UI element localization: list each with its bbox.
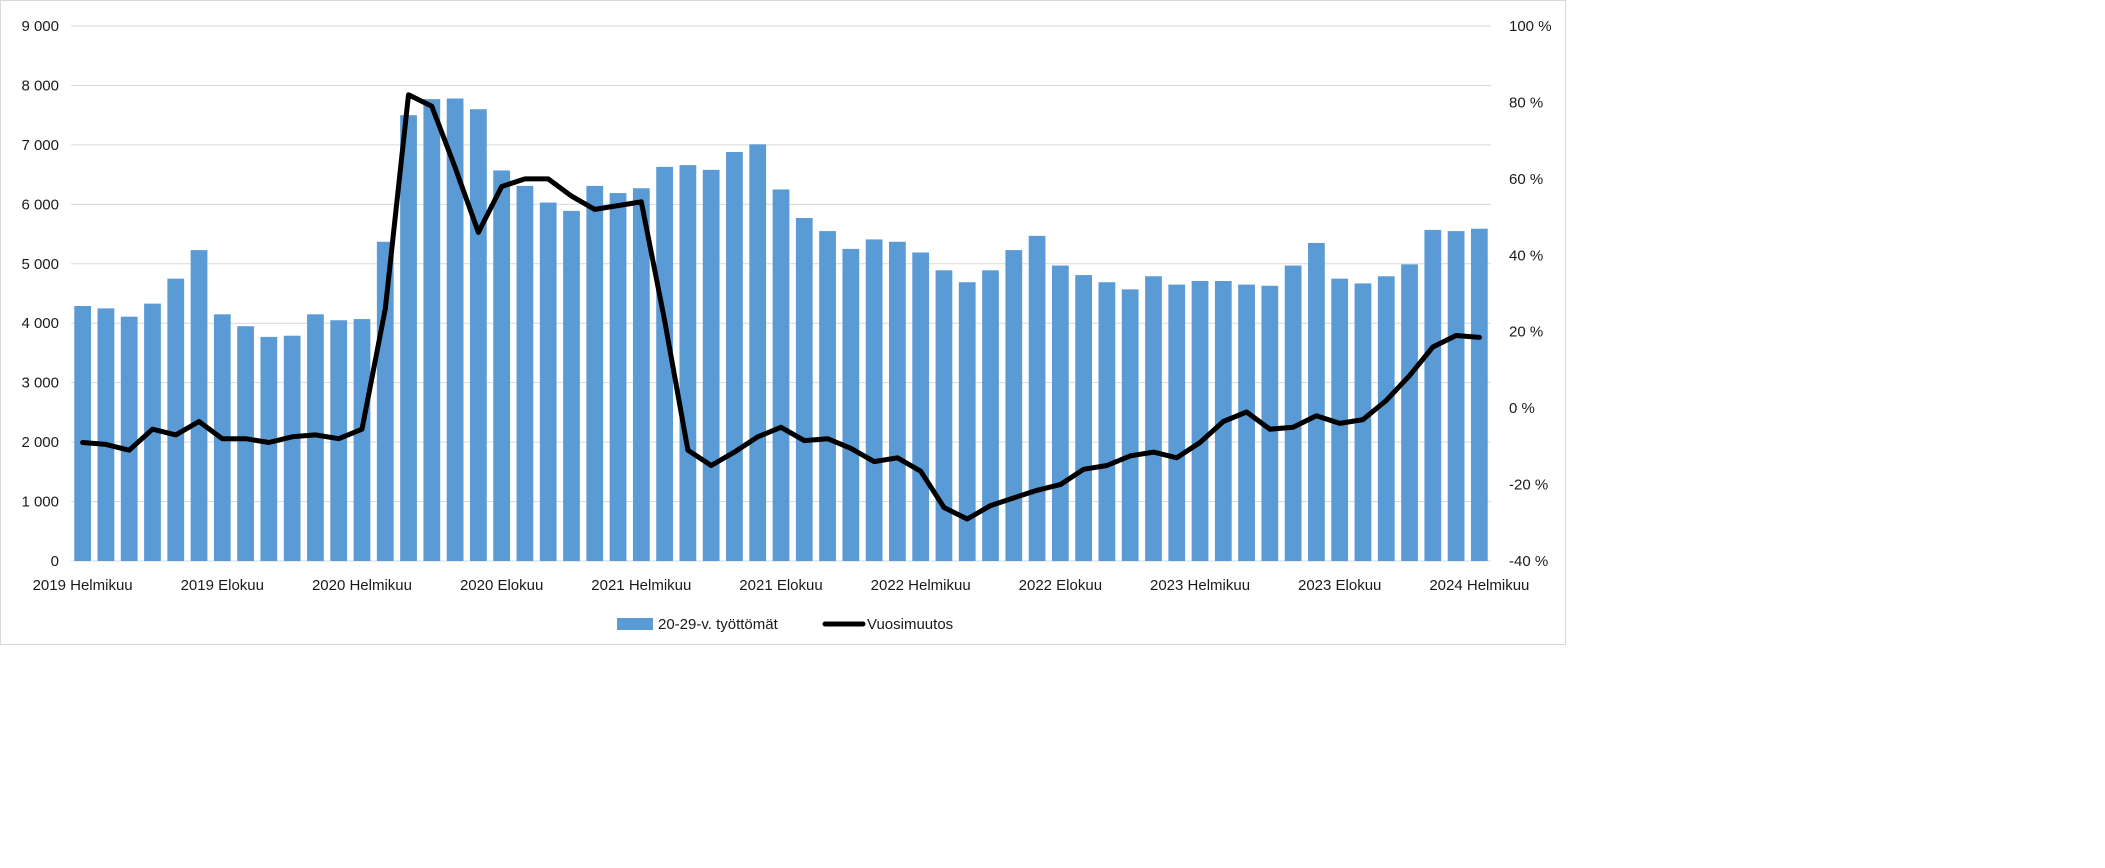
bar bbox=[772, 189, 790, 561]
x-tick-label: 2023 Elokuu bbox=[1298, 577, 1381, 594]
bar bbox=[1145, 276, 1162, 561]
bar bbox=[120, 316, 138, 561]
bar bbox=[935, 270, 953, 561]
bar bbox=[1261, 285, 1279, 561]
bar bbox=[423, 99, 441, 561]
x-tick-label: 2019 Elokuu bbox=[181, 577, 264, 594]
bar bbox=[1121, 289, 1139, 561]
legend-label-bars: 20-29-v. työttömät bbox=[658, 616, 779, 633]
bar bbox=[1098, 282, 1116, 561]
vuosimuutos-line bbox=[80, 92, 1482, 522]
bar bbox=[1284, 265, 1302, 561]
legend-swatch-bars bbox=[617, 618, 653, 630]
bar bbox=[679, 165, 697, 561]
bar bbox=[167, 278, 185, 561]
y-left-tick-label: 1 000 bbox=[21, 494, 59, 511]
combo-chart: 0 1 000 2 000 3 000 4 000 5 000 6 000 7 000 8 00… bbox=[21, 18, 1552, 633]
x-axis: 2019 Helmikuu 2019 Elokuu 2020 Helmikuu 202… bbox=[33, 577, 1530, 594]
y-right-tick-label: 20 % bbox=[1509, 324, 1543, 341]
bar bbox=[237, 326, 254, 561]
y-right-tick-label: -40 % bbox=[1509, 553, 1548, 570]
x-tick-label: 2022 Elokuu bbox=[1019, 577, 1102, 594]
bar bbox=[586, 185, 604, 561]
x-tick-label: 2023 Helmikuu bbox=[1150, 577, 1250, 594]
bar bbox=[469, 109, 487, 561]
x-tick-label: 2020 Elokuu bbox=[460, 577, 543, 594]
chart-container: 0 1 000 2 000 3 000 4 000 5 000 6 000 7 000 8 00… bbox=[0, 0, 1566, 645]
bar bbox=[958, 282, 976, 561]
bar bbox=[609, 193, 627, 562]
legend-label-line: Vuosimuutos bbox=[867, 616, 953, 633]
bar bbox=[97, 308, 115, 561]
bar bbox=[446, 98, 464, 562]
bar bbox=[865, 239, 883, 561]
bar bbox=[260, 336, 278, 561]
x-tick-label: 2019 Helmikuu bbox=[33, 577, 133, 594]
bar bbox=[1331, 278, 1349, 561]
y-left-tick-label: 0 bbox=[51, 553, 59, 570]
bar bbox=[563, 210, 580, 561]
x-tick-label: 2021 Elokuu bbox=[739, 577, 822, 594]
bar bbox=[1191, 281, 1209, 561]
bar bbox=[516, 185, 534, 561]
bar bbox=[749, 144, 767, 562]
bar bbox=[1168, 284, 1186, 561]
bar bbox=[889, 241, 906, 562]
y-right-tick-label: -20 % bbox=[1509, 477, 1548, 494]
line-series bbox=[80, 92, 1482, 522]
bar bbox=[982, 270, 999, 561]
x-tick-label: 2021 Helmikuu bbox=[591, 577, 691, 594]
y-left-tick-label: 2 000 bbox=[21, 434, 59, 451]
y-left-tick-label: 9 000 bbox=[21, 18, 59, 35]
bar bbox=[632, 188, 650, 562]
bar bbox=[74, 305, 92, 561]
bar bbox=[656, 166, 673, 561]
bar bbox=[1377, 276, 1395, 561]
bar bbox=[795, 218, 813, 561]
bar bbox=[1354, 283, 1372, 561]
bar-series bbox=[74, 98, 1488, 562]
right-y-axis: -40 % -20 % 0 % 20 % 40 % 60 % 80 % 100 % bbox=[1509, 18, 1552, 570]
bar bbox=[1401, 264, 1418, 561]
x-tick-label: 2022 Helmikuu bbox=[871, 577, 971, 594]
bar bbox=[842, 248, 860, 561]
bar bbox=[1075, 275, 1093, 561]
left-y-axis: 0 1 000 2 000 3 000 4 000 5 000 6 000 7 000 8 00… bbox=[21, 18, 59, 570]
bar bbox=[1051, 265, 1069, 561]
x-tick-label: 2024 Helmikuu bbox=[1429, 577, 1529, 594]
y-left-tick-label: 5 000 bbox=[21, 256, 59, 273]
legend: 20-29-v. työttömät Vuosimuutos bbox=[617, 616, 953, 633]
y-left-tick-label: 8 000 bbox=[21, 77, 59, 94]
bar bbox=[819, 231, 836, 562]
bar bbox=[353, 319, 371, 561]
bar bbox=[1005, 250, 1023, 561]
bar bbox=[1238, 284, 1255, 561]
bar bbox=[1424, 229, 1442, 561]
bar bbox=[1308, 242, 1325, 561]
y-right-tick-label: 100 % bbox=[1509, 18, 1552, 35]
y-left-tick-label: 6 000 bbox=[21, 196, 59, 213]
bar bbox=[726, 152, 743, 561]
bar bbox=[283, 335, 301, 561]
bar bbox=[702, 169, 720, 561]
bar bbox=[1447, 231, 1465, 562]
y-right-tick-label: 0 % bbox=[1509, 400, 1535, 417]
y-left-tick-label: 4 000 bbox=[21, 315, 59, 332]
y-right-tick-label: 40 % bbox=[1509, 247, 1543, 264]
y-right-tick-label: 80 % bbox=[1509, 94, 1543, 111]
bar bbox=[190, 250, 208, 561]
bar bbox=[1028, 235, 1046, 562]
y-left-tick-label: 3 000 bbox=[21, 375, 59, 392]
bar bbox=[307, 314, 324, 561]
y-right-tick-label: 60 % bbox=[1509, 171, 1543, 188]
bar bbox=[493, 170, 511, 561]
bar bbox=[912, 252, 930, 561]
bar bbox=[539, 202, 557, 562]
x-tick-label: 2020 Helmikuu bbox=[312, 577, 412, 594]
bar bbox=[400, 115, 417, 562]
y-left-tick-label: 7 000 bbox=[21, 137, 59, 154]
bar bbox=[1470, 228, 1488, 561]
